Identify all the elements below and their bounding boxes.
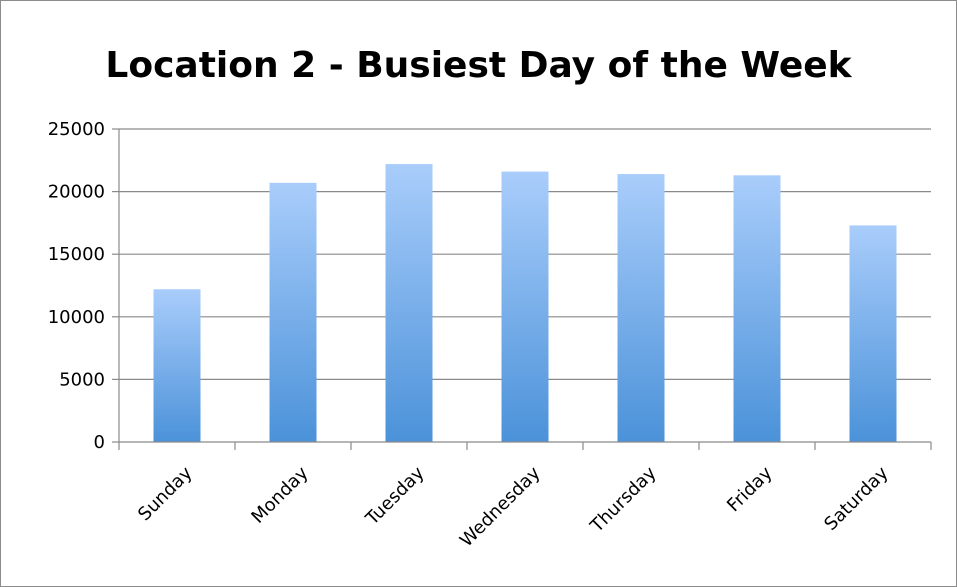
x-category-label: Saturday [820,462,892,534]
bar-thursday [617,174,665,442]
x-category-label: Friday [723,462,777,516]
x-category-label: Thursday [586,462,661,537]
y-tick-label: 25000 [48,119,105,140]
bar-tuesday [385,164,433,442]
bar-wednesday [501,171,549,442]
bar-monday [269,182,317,442]
x-category-labels: Sunday Monday Tuesday Wednesday Thursday Frid… [134,462,893,551]
bars [153,164,897,442]
chart-title: Location 2 - Busiest Day of the Week [105,45,852,86]
bar-friday [733,175,781,442]
y-tick-label: 0 [94,432,105,453]
x-category-label: Tuesday [361,462,429,530]
y-tick-label: 5000 [59,369,105,390]
bar-saturday [849,225,897,442]
y-tick-label: 15000 [48,244,105,265]
bar-sunday [153,289,201,442]
x-category-label: Sunday [134,462,197,525]
axes [118,129,932,450]
y-tick-label: 10000 [48,307,105,328]
y-tick-label: 20000 [48,182,105,203]
x-category-label: Wednesday [456,462,545,551]
x-category-label: Monday [247,462,312,527]
y-tick-labels: 0 5000 10000 15000 20000 25000 [48,119,105,453]
